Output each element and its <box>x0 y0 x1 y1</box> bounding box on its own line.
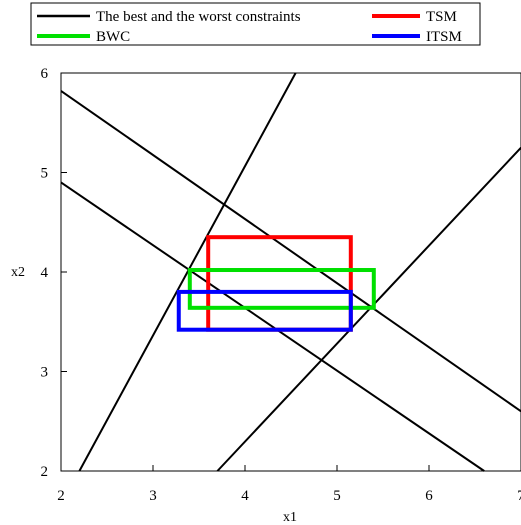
y-tick-label: 2 <box>41 464 49 480</box>
x-tick-label: 7 <box>517 488 521 504</box>
constraint-line <box>60 181 485 472</box>
axis-ticks: 2 3 4 5 6 7 2 3 4 5 6 <box>41 66 521 504</box>
x-tick-label: 5 <box>333 488 341 504</box>
y-tick-label: 6 <box>41 66 49 82</box>
x-tick-label: 2 <box>57 488 65 504</box>
plot-area <box>60 72 521 472</box>
y-tick-label: 4 <box>41 265 49 281</box>
x-tick-label: 4 <box>241 488 249 504</box>
x-tick-label: 3 <box>149 488 157 504</box>
legend-label: TSM <box>426 9 457 25</box>
itsm-box <box>176 289 353 332</box>
y-tick-label: 3 <box>41 365 49 381</box>
tsm-box <box>206 235 353 332</box>
legend-label: The best and the worst constraints <box>96 9 301 25</box>
legend-label: ITSM <box>426 29 462 45</box>
legend-label: BWC <box>96 29 130 45</box>
legend: The best and the worst constraints TSM B… <box>30 2 481 46</box>
x-axis-label: x1 <box>283 510 297 525</box>
constraint-line <box>78 72 297 472</box>
y-tick-label: 5 <box>41 166 49 182</box>
x-tick-label: 6 <box>425 488 433 504</box>
constraint-line <box>60 90 521 413</box>
bwc-box <box>187 268 376 310</box>
y-axis-label: x2 <box>11 265 25 280</box>
